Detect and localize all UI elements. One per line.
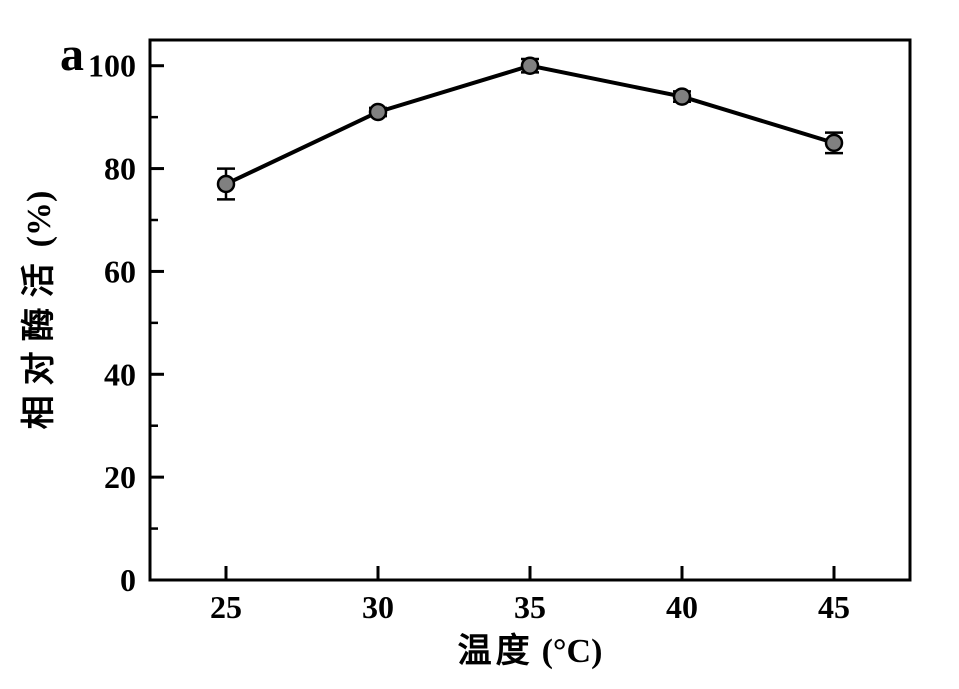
x-tick-label: 30 [362, 589, 394, 625]
y-tick-label: 20 [104, 459, 136, 495]
data-marker [218, 176, 234, 192]
panel-label: a [60, 28, 84, 81]
data-marker [522, 58, 538, 74]
y-axis-label: 相对酶活(%) [20, 191, 58, 430]
x-tick-label: 25 [210, 589, 242, 625]
y-tick-label: 100 [88, 48, 136, 84]
line-chart: 0 20 40 60 80 100 25 30 35 40 45 a 温度(°C) 相对酶活(%) [0, 0, 959, 689]
y-tick-label: 40 [104, 356, 136, 392]
axis-frame [150, 40, 910, 580]
data-line [226, 66, 834, 184]
data-marker [826, 135, 842, 151]
data-marker [370, 104, 386, 120]
x-axis-label: 温度(°C) [458, 632, 603, 670]
y-tick-label: 0 [120, 562, 136, 598]
x-tick-label: 45 [818, 589, 850, 625]
chart-container: 0 20 40 60 80 100 25 30 35 40 45 a 温度(°C) 相对酶活(%) [0, 0, 959, 689]
y-tick-label: 60 [104, 253, 136, 289]
x-tick-label: 35 [514, 589, 546, 625]
svg-text:相对酶活(%): 相对酶活(%) [20, 191, 58, 430]
y-tick-label: 80 [104, 151, 136, 187]
data-marker [674, 89, 690, 105]
x-tick-label: 40 [666, 589, 698, 625]
